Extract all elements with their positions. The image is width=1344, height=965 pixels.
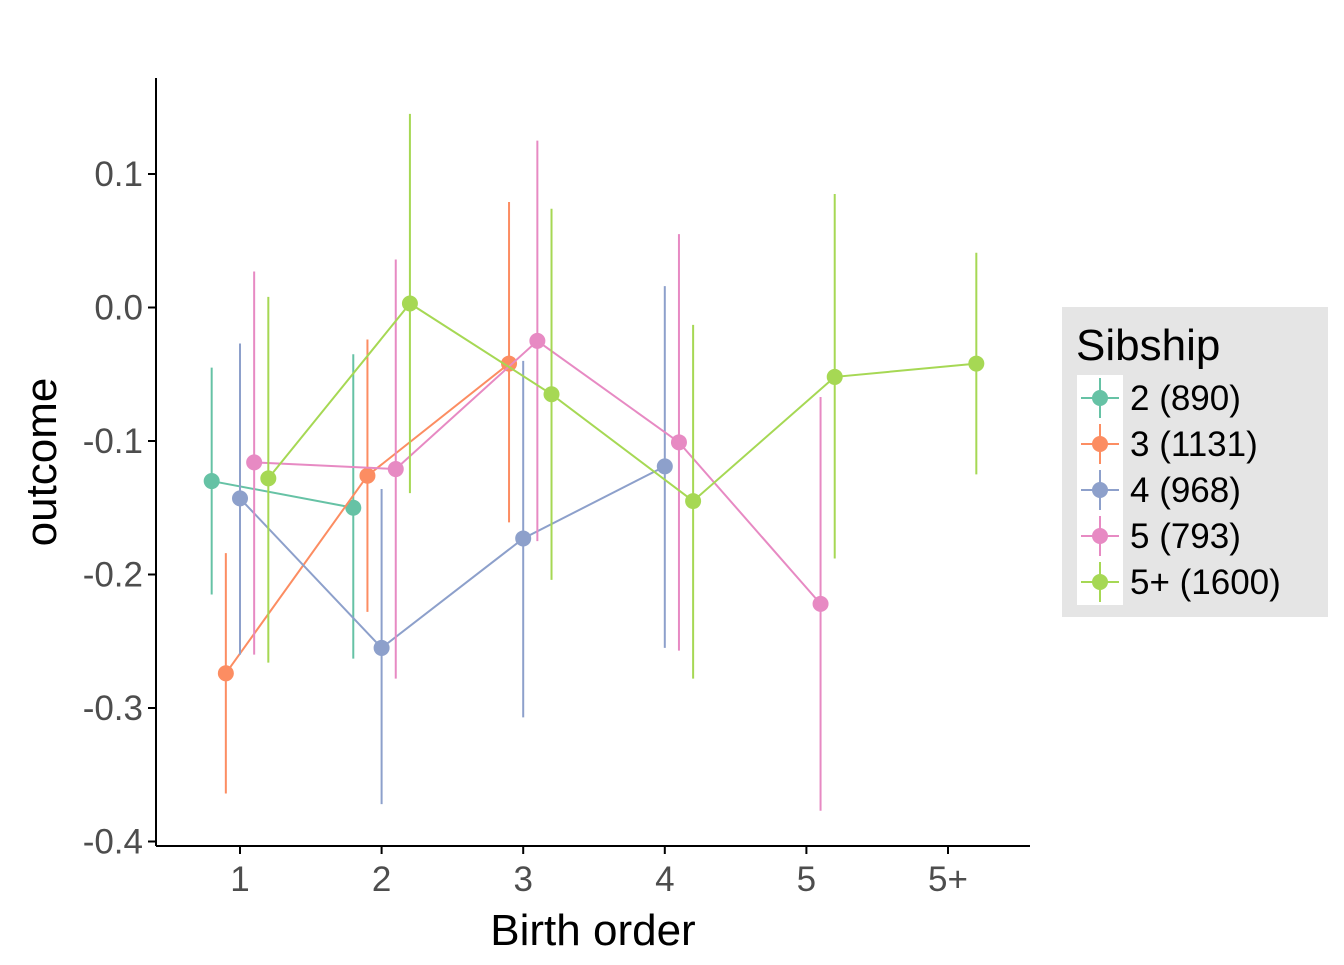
legend-label: 5 (793) (1130, 517, 1241, 556)
y-tick-label: -0.1 (83, 422, 143, 461)
legend-label: 2 (890) (1130, 379, 1241, 418)
legend-label: 5+ (1600) (1130, 563, 1281, 602)
data-point (387, 461, 404, 478)
data-point (401, 295, 418, 312)
legend-key-point (1092, 574, 1108, 590)
y-tick-label: 0.1 (94, 155, 143, 194)
legend-key-point (1092, 436, 1108, 452)
y-tick-label: -0.2 (83, 556, 143, 595)
series-4 (246, 140, 829, 811)
plot-marks (203, 113, 985, 811)
series-line (267, 302, 977, 503)
data-point (359, 467, 376, 484)
x-tick-label: 4 (655, 860, 674, 899)
legend-item: 4 (968) (1077, 467, 1241, 513)
data-point (812, 595, 829, 612)
x-axis-title: Birth order (490, 906, 695, 955)
y-tick-label: -0.3 (83, 689, 143, 728)
data-point (670, 434, 687, 451)
data-point (826, 368, 843, 385)
data-point (246, 454, 263, 471)
legend-key-point (1092, 390, 1108, 406)
legend-item: 5 (793) (1077, 513, 1241, 559)
y-axis-ticks: 0.1 0.0 -0.1 -0.2 -0.3 -0.4 (83, 155, 156, 862)
legend-item: 2 (890) (1077, 375, 1241, 421)
legend-label: 3 (1131) (1130, 425, 1258, 464)
legend-items: 2 (890) 3 (1131) 4 (968) 5 (793) 5+ (1600) (1077, 375, 1281, 605)
x-tick-label: 5+ (928, 860, 968, 899)
series-1 (203, 354, 362, 659)
data-point (373, 639, 390, 656)
series-3 (232, 286, 673, 805)
x-tick-label: 3 (513, 860, 532, 899)
legend-item: 3 (1131) (1077, 421, 1258, 467)
legend-label: 4 (968) (1130, 471, 1241, 510)
series-5 (260, 113, 985, 679)
data-point (203, 473, 220, 490)
data-point (685, 493, 702, 510)
data-point (345, 499, 362, 516)
series-line (211, 480, 354, 509)
data-point (968, 355, 985, 372)
y-tick-label: -0.4 (83, 823, 143, 862)
data-point (260, 470, 277, 487)
data-point (217, 665, 234, 682)
x-tick-label: 2 (372, 860, 391, 899)
legend-key-point (1092, 528, 1108, 544)
series-2 (217, 202, 518, 794)
legend-item: 5+ (1600) (1077, 559, 1281, 605)
data-point (543, 386, 560, 403)
data-point (529, 332, 546, 349)
legend: Sibship 2 (890) 3 (1131) 4 (968) 5 (793) 5+ … (1062, 307, 1328, 617)
x-tick-label: 1 (230, 860, 249, 899)
y-tick-label: 0.0 (94, 289, 143, 328)
x-tick-label: 5 (797, 860, 816, 899)
y-axis-title: outcome (17, 378, 66, 547)
legend-key-point (1092, 482, 1108, 498)
x-axis-ticks: 1 2 3 4 5 5+ (230, 846, 968, 899)
data-point (501, 355, 518, 372)
data-point (656, 458, 673, 475)
data-point (515, 530, 532, 547)
series-line (239, 465, 666, 650)
legend-title: Sibship (1076, 321, 1220, 370)
data-point (232, 490, 248, 507)
